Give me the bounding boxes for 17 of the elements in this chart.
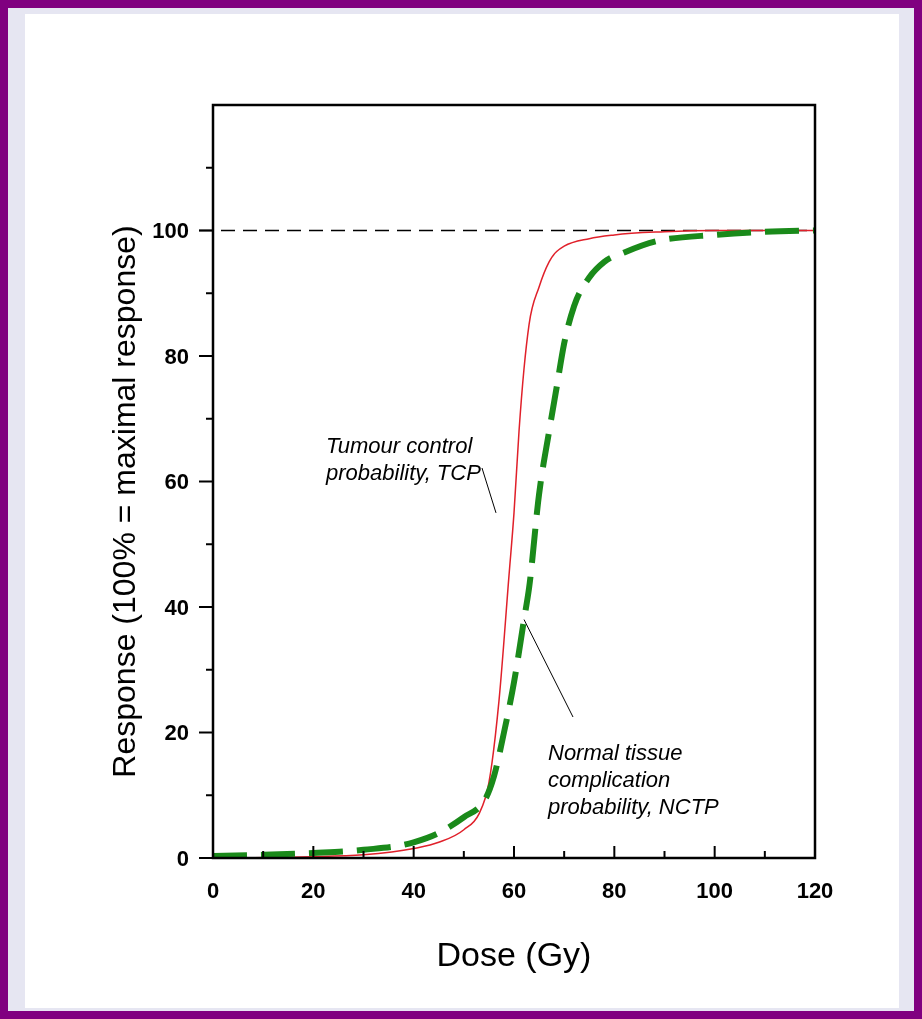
x-axis-title: Dose (Gy) xyxy=(436,935,592,973)
text: Normal tissue complication probability, NCTP xyxy=(547,740,720,819)
x-tick-label: 20 xyxy=(301,878,326,903)
x-tick-label: 120 xyxy=(796,878,834,903)
y-tick-label: 20 xyxy=(164,720,189,746)
series-label: Tumour control probability, TCP xyxy=(325,433,482,485)
y-axis-title: Response (100% = maximal response) xyxy=(106,225,142,778)
y-tick-label: 100 xyxy=(152,218,189,244)
x-tick-label: 40 xyxy=(401,878,426,903)
x-tick-label: 80 xyxy=(602,878,627,903)
y-tick-label: 60 xyxy=(164,469,189,495)
y-tick-label: 80 xyxy=(164,343,189,369)
y-tick-label: 0 xyxy=(176,845,189,871)
x-tick-label: 0 xyxy=(206,878,220,903)
y-tick-label: 40 xyxy=(164,594,189,620)
x-tick-label: 60 xyxy=(501,878,527,903)
x-tick-label: 100 xyxy=(696,878,734,903)
